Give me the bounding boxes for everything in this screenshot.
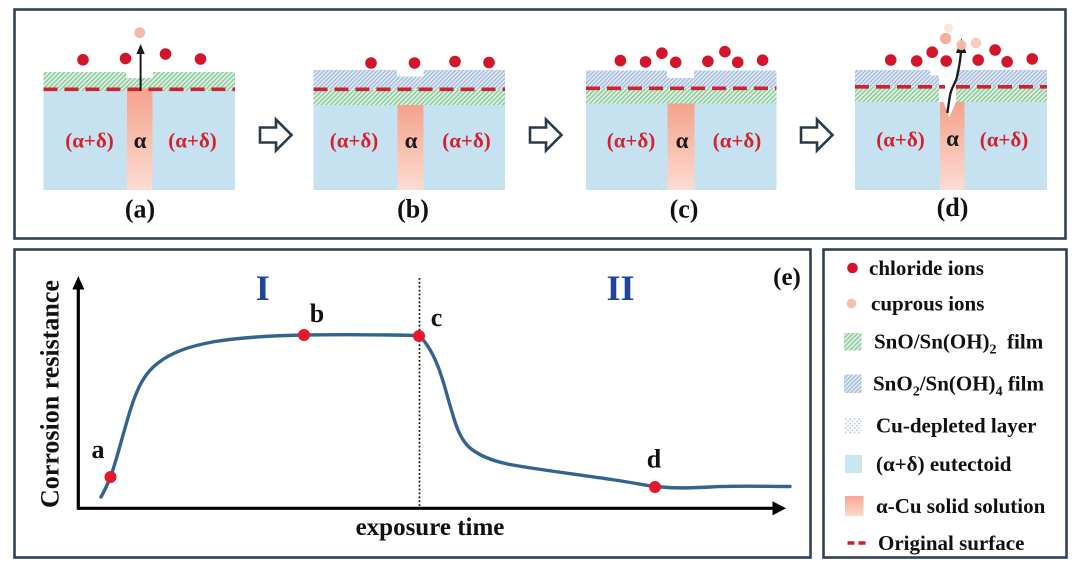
svg-text:(d): (d) — [937, 193, 969, 222]
svg-text:I: I — [256, 268, 270, 308]
svg-text:Original surface: Original surface — [878, 531, 1024, 555]
svg-text:α: α — [134, 128, 147, 153]
svg-text:(α+δ): (α+δ) — [168, 129, 217, 153]
svg-text:(a): (a) — [125, 195, 155, 224]
svg-text:a: a — [92, 435, 105, 464]
svg-text:c: c — [431, 303, 443, 332]
svg-text:(α+δ): (α+δ) — [65, 129, 114, 153]
svg-text:α: α — [676, 128, 689, 153]
svg-text:(b): (b) — [397, 195, 429, 224]
svg-text:exposure time: exposure time — [356, 514, 505, 541]
svg-text:SnO2/Sn(OH)4 film: SnO2/Sn(OH)4 film — [873, 372, 1044, 400]
svg-text:(e): (e) — [773, 264, 801, 291]
svg-text:cuprous ions: cuprous ions — [871, 292, 984, 316]
svg-text:(α+δ): (α+δ) — [713, 129, 762, 153]
svg-text:Cu-depleted layer: Cu-depleted layer — [876, 414, 1036, 438]
svg-text:(α+δ): (α+δ) — [442, 129, 491, 153]
svg-text:(α+δ): (α+δ) — [980, 128, 1029, 152]
svg-text:(α+δ): (α+δ) — [876, 128, 925, 152]
svg-text:(α+δ) eutectoid: (α+δ) eutectoid — [876, 452, 1012, 476]
svg-text:(c): (c) — [670, 195, 699, 224]
svg-text:α: α — [405, 128, 418, 153]
svg-text:II: II — [606, 268, 634, 308]
svg-text:α-Cu solid solution: α-Cu solid solution — [876, 494, 1046, 518]
svg-text:b: b — [310, 299, 324, 328]
svg-text:(α+δ): (α+δ) — [607, 129, 656, 153]
svg-text:SnO/Sn(OH)2 film: SnO/Sn(OH)2 film — [874, 330, 1044, 358]
svg-text:Corrosion resistance: Corrosion resistance — [36, 280, 65, 508]
svg-text:(α+δ): (α+δ) — [330, 129, 379, 153]
svg-text:α: α — [946, 126, 959, 151]
svg-text:chloride ions: chloride ions — [869, 256, 984, 280]
svg-text:d: d — [647, 445, 662, 474]
